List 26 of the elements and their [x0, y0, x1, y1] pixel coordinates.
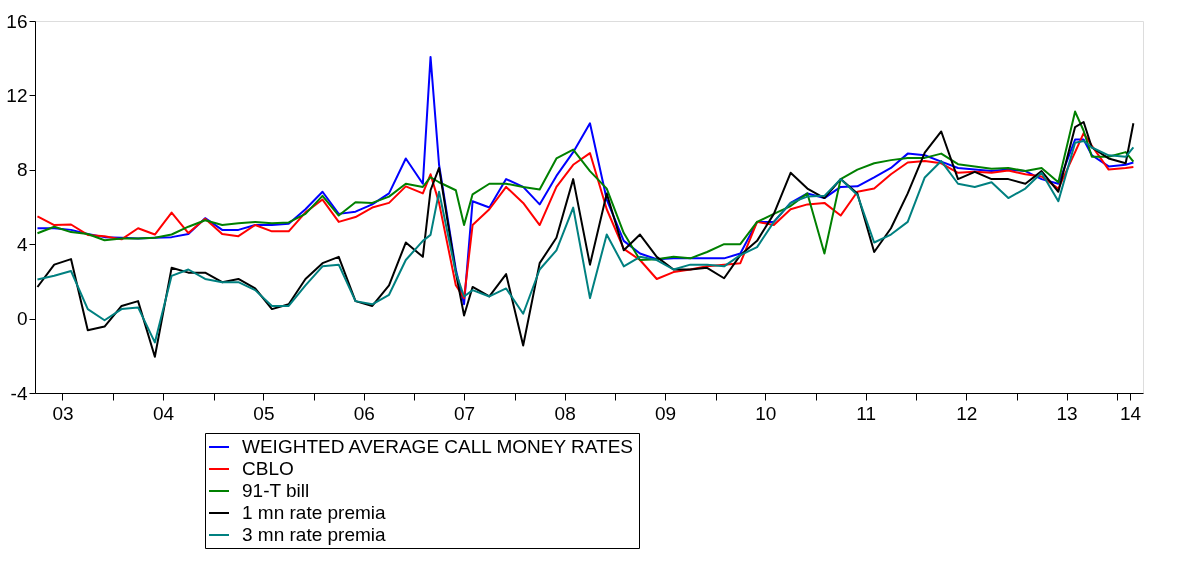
- x-tick-label: 11: [856, 402, 877, 424]
- x-tick-label: 03: [52, 402, 74, 424]
- y-tick-label: 0: [16, 308, 28, 330]
- x-tick-label: 06: [353, 402, 375, 424]
- y-tick-label: 16: [6, 10, 28, 32]
- x-tick-label: 08: [554, 402, 576, 424]
- x-tick-label: 13: [1056, 402, 1078, 424]
- x-tick-label: 04: [153, 402, 175, 424]
- x-tick-label: 10: [755, 402, 777, 424]
- x-tick-label: 12: [956, 402, 978, 424]
- y-tick-label: 12: [6, 84, 28, 106]
- legend-label: 1 mn rate premia: [242, 502, 387, 523]
- line-series: [36, 132, 1135, 300]
- x-tick-label: 05: [253, 402, 275, 424]
- y-tick-label: 4: [16, 233, 28, 255]
- line-series: [36, 110, 1135, 262]
- x-tick-label: 14: [1120, 402, 1142, 424]
- x-tick-label: 09: [654, 402, 677, 424]
- legend-label: 3 mn rate premia: [242, 524, 387, 545]
- x-tick-label: 07: [454, 402, 476, 424]
- legend-label: WEIGHTED AVERAGE CALL MONEY RATES: [242, 436, 633, 457]
- legend-label: 91-T bill: [242, 480, 310, 501]
- y-tick-label: 8: [16, 159, 28, 181]
- line-series: [36, 55, 1135, 306]
- legend-label: CBLO: [242, 458, 294, 479]
- y-tick-label: -4: [10, 382, 28, 404]
